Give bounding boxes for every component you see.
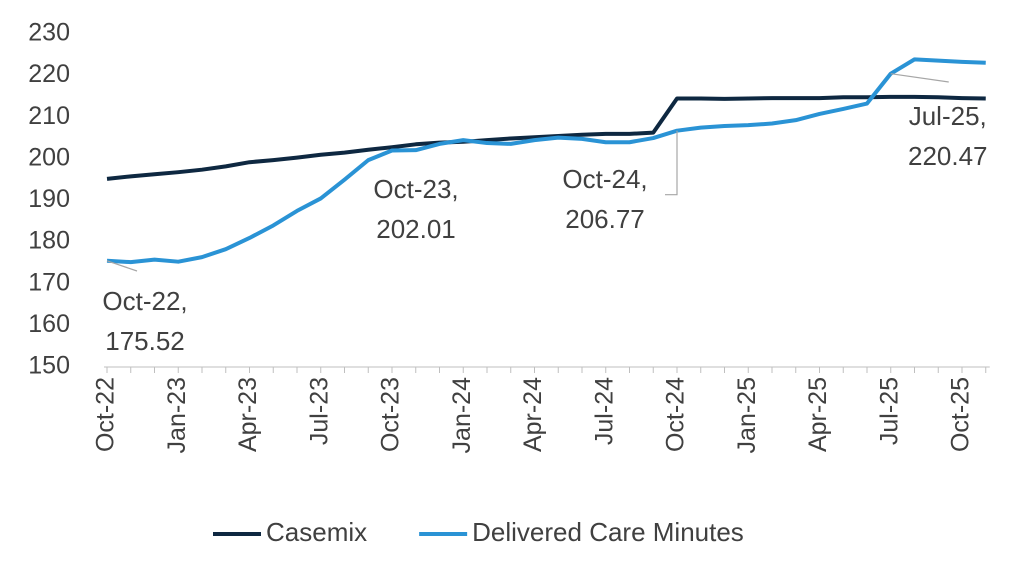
y-tick-label: 180 — [28, 227, 70, 255]
leader-line — [106, 260, 138, 272]
leader-line — [665, 130, 678, 196]
x-tick-label: Jan-24 — [448, 377, 476, 454]
y-tick-label: 190 — [28, 185, 70, 213]
data-label: Oct-24, 206.77 — [562, 163, 648, 234]
y-tick-label: 150 — [28, 352, 70, 380]
x-tick-label: Oct-22 — [92, 377, 120, 452]
x-tick-label: Jan-25 — [733, 377, 761, 453]
x-tick-label: Oct-23 — [377, 377, 405, 452]
x-tick-label: Oct-25 — [947, 377, 975, 452]
legend-label: Delivered Care Minutes — [472, 517, 744, 547]
x-tick-label: Jul-23 — [305, 377, 333, 445]
x-tick-label: Apr-25 — [804, 377, 832, 452]
y-tick-label: 230 — [28, 19, 70, 47]
x-tick-label: Apr-24 — [519, 377, 547, 452]
data-label: Oct-23, 202.01 — [373, 173, 459, 244]
leader-line — [890, 73, 949, 83]
data-label: Oct-22, 175.52 — [102, 285, 188, 356]
y-tick-label: 210 — [28, 102, 70, 130]
legend-label: Casemix — [266, 517, 367, 547]
y-tick-label: 170 — [28, 268, 70, 296]
x-tick-label: Oct-24 — [662, 377, 690, 452]
line-series — [106, 94, 986, 181]
x-tick-label: Jul-24 — [590, 377, 618, 445]
x-tick-label: Jul-25 — [875, 377, 903, 445]
y-tick-label: 200 — [28, 143, 70, 171]
y-tick-label: 220 — [28, 60, 70, 88]
x-tick-label: Jan-23 — [163, 377, 191, 453]
y-tick-label: 160 — [28, 310, 70, 338]
x-tick-label: Apr-23 — [234, 377, 262, 452]
line-series — [106, 57, 986, 265]
data-label: Jul-25, 220.47 — [907, 100, 988, 171]
